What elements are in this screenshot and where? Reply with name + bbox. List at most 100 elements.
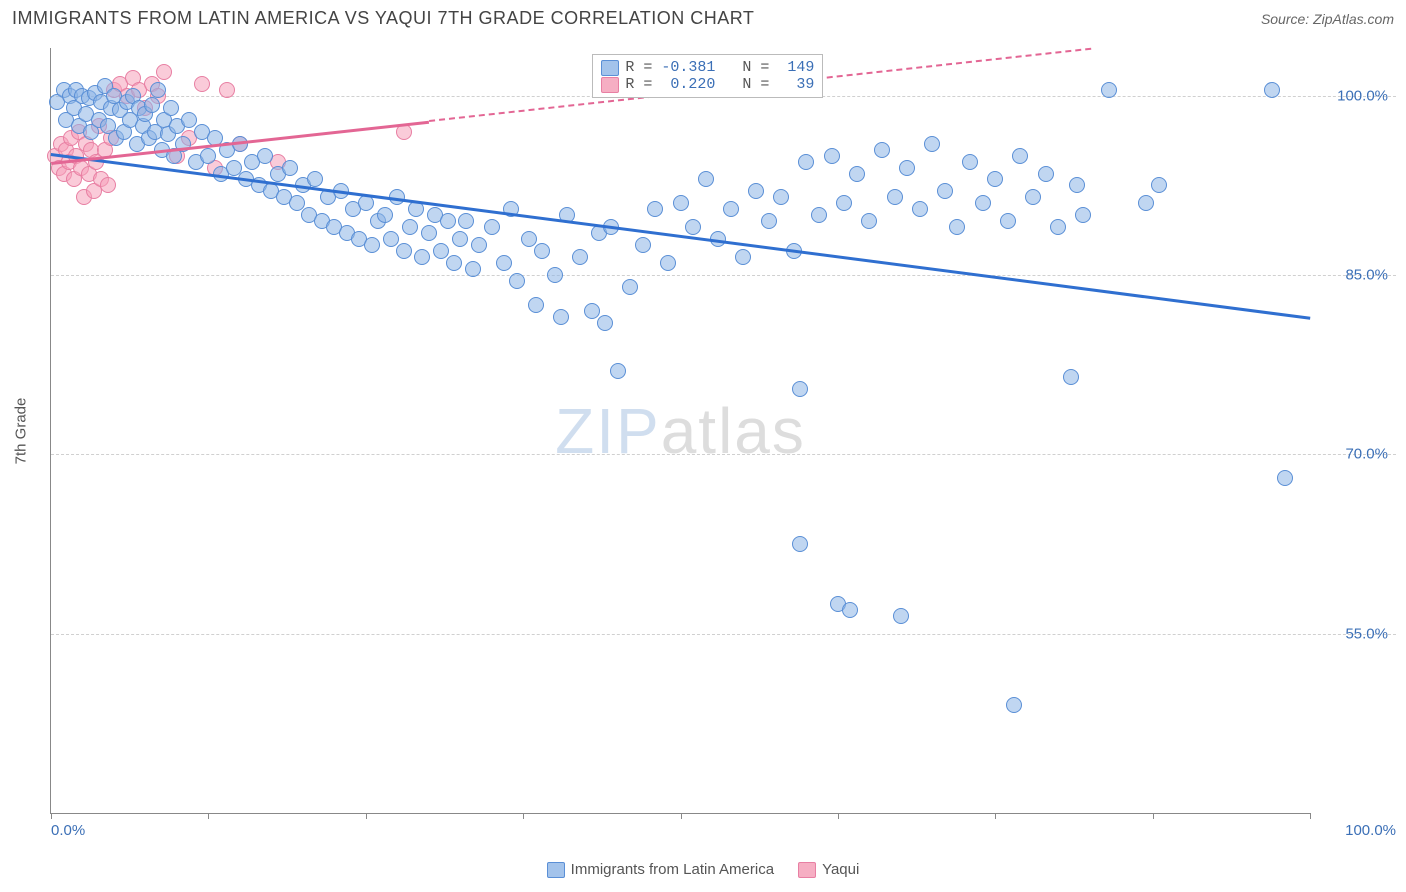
legend-swatch-pink: [798, 862, 816, 878]
scatter-point-blue: [458, 213, 474, 229]
scatter-point-blue: [673, 195, 689, 211]
scatter-point-blue: [849, 166, 865, 182]
legend-label-pink: Yaqui: [822, 861, 859, 878]
scatter-point-pink: [194, 76, 210, 92]
scatter-point-blue: [200, 148, 216, 164]
scatter-point-blue: [484, 219, 500, 235]
x-tick: [681, 813, 682, 819]
scatter-point-pink: [100, 177, 116, 193]
x-min-label: 0.0%: [51, 822, 85, 839]
scatter-point-blue: [402, 219, 418, 235]
scatter-point-blue: [396, 243, 412, 259]
scatter-point-blue: [364, 237, 380, 253]
scatter-point-pink: [156, 64, 172, 80]
watermark: ZIPatlas: [555, 394, 806, 468]
scatter-point-blue: [798, 154, 814, 170]
source-label: Source: ZipAtlas.com: [1261, 11, 1394, 27]
stats-row-pink: R = 0.220 N = 39: [601, 76, 814, 93]
x-max-label: 100.0%: [1345, 822, 1396, 839]
gridline: [51, 634, 1396, 635]
scatter-point-blue: [144, 97, 160, 113]
x-tick: [995, 813, 996, 819]
scatter-point-blue: [899, 160, 915, 176]
scatter-point-blue: [377, 207, 393, 223]
scatter-point-blue: [635, 237, 651, 253]
scatter-point-blue: [723, 201, 739, 217]
x-tick: [838, 813, 839, 819]
scatter-point-blue: [836, 195, 852, 211]
scatter-point-blue: [181, 112, 197, 128]
trend-line: [51, 153, 1310, 320]
scatter-point-blue: [1075, 207, 1091, 223]
scatter-point-blue: [874, 142, 890, 158]
scatter-point-blue: [685, 219, 701, 235]
scatter-point-blue: [773, 189, 789, 205]
scatter-point-blue: [824, 148, 840, 164]
scatter-point-blue: [597, 315, 613, 331]
scatter-point-blue: [949, 219, 965, 235]
scatter-point-blue: [1012, 148, 1028, 164]
scatter-point-blue: [1277, 470, 1293, 486]
scatter-point-blue: [534, 243, 550, 259]
gridline: [51, 275, 1396, 276]
scatter-point-blue: [1264, 82, 1280, 98]
scatter-point-blue: [1050, 219, 1066, 235]
scatter-point-blue: [1000, 213, 1016, 229]
y-axis-label: 7th Grade: [13, 397, 30, 464]
legend-item-pink: Yaqui: [798, 861, 859, 878]
scatter-point-blue: [792, 381, 808, 397]
legend-label-blue: Immigrants from Latin America: [571, 861, 774, 878]
stats-box: R = -0.381 N = 149R = 0.220 N = 39: [592, 54, 823, 98]
scatter-point-blue: [414, 249, 430, 265]
scatter-point-blue: [226, 160, 242, 176]
scatter-point-blue: [383, 231, 399, 247]
scatter-point-blue: [528, 297, 544, 313]
stats-text-blue: R = -0.381 N = 149: [625, 59, 814, 76]
y-tick-label: 85.0%: [1345, 267, 1388, 284]
scatter-point-blue: [761, 213, 777, 229]
plot-wrap: 7th Grade ZIPatlas 0.0% 100.0% 55.0%70.0…: [50, 48, 1396, 844]
scatter-point-blue: [912, 201, 928, 217]
scatter-point-blue: [792, 536, 808, 552]
bottom-legend: Immigrants from Latin America Yaqui: [0, 861, 1406, 878]
scatter-point-blue: [622, 279, 638, 295]
scatter-point-blue: [257, 148, 273, 164]
scatter-point-blue: [937, 183, 953, 199]
y-tick-label: 100.0%: [1337, 87, 1388, 104]
scatter-point-blue: [289, 195, 305, 211]
scatter-point-blue: [452, 231, 468, 247]
scatter-point-blue: [584, 303, 600, 319]
scatter-point-blue: [887, 189, 903, 205]
scatter-point-blue: [893, 608, 909, 624]
scatter-point-blue: [924, 136, 940, 152]
scatter-point-blue: [465, 261, 481, 277]
scatter-point-blue: [1025, 189, 1041, 205]
x-tick: [208, 813, 209, 819]
x-tick: [51, 813, 52, 819]
stats-swatch-pink: [601, 77, 619, 93]
scatter-point-blue: [433, 243, 449, 259]
chart-title: IMMIGRANTS FROM LATIN AMERICA VS YAQUI 7…: [12, 8, 754, 29]
scatter-point-blue: [861, 213, 877, 229]
scatter-point-blue: [1063, 369, 1079, 385]
scatter-point-blue: [547, 267, 563, 283]
scatter-point-blue: [307, 171, 323, 187]
scatter-point-blue: [1006, 697, 1022, 713]
scatter-point-blue: [975, 195, 991, 211]
scatter-point-blue: [446, 255, 462, 271]
stats-row-blue: R = -0.381 N = 149: [601, 59, 814, 76]
scatter-point-blue: [1138, 195, 1154, 211]
scatter-point-blue: [842, 602, 858, 618]
scatter-point-blue: [610, 363, 626, 379]
legend-item-blue: Immigrants from Latin America: [547, 861, 774, 878]
scatter-point-blue: [150, 82, 166, 98]
scatter-point-blue: [572, 249, 588, 265]
scatter-point-blue: [987, 171, 1003, 187]
x-tick: [1310, 813, 1311, 819]
scatter-point-blue: [811, 207, 827, 223]
scatter-point-blue: [1151, 177, 1167, 193]
scatter-point-blue: [748, 183, 764, 199]
scatter-point-blue: [660, 255, 676, 271]
x-tick: [523, 813, 524, 819]
scatter-point-blue: [553, 309, 569, 325]
